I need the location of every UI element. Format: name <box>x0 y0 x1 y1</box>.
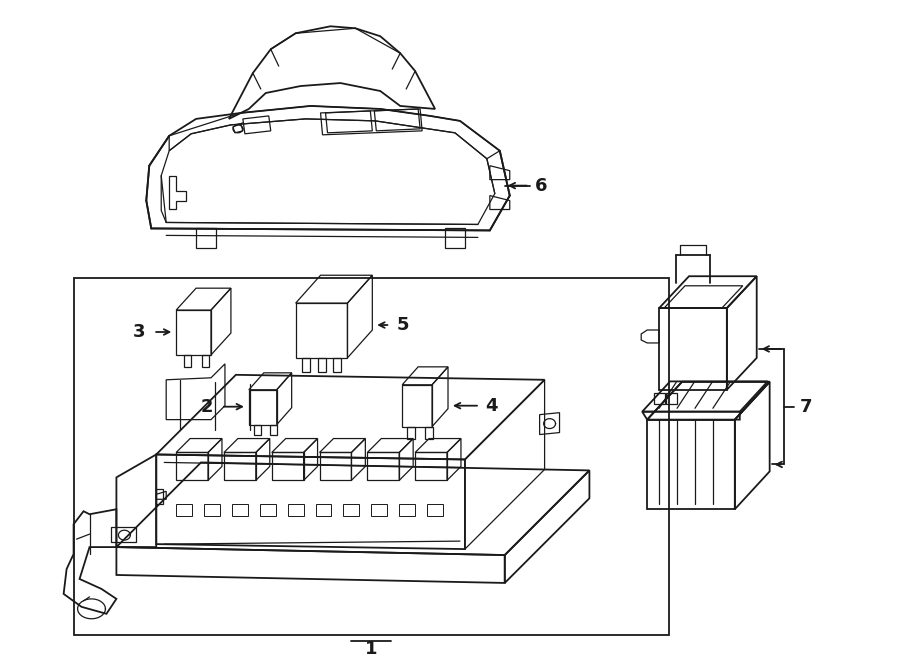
Text: 3: 3 <box>133 323 146 341</box>
Text: 5: 5 <box>397 316 410 334</box>
Text: 1: 1 <box>365 639 378 657</box>
Text: 7: 7 <box>800 398 813 416</box>
Text: 4: 4 <box>486 397 498 414</box>
Text: 2: 2 <box>201 398 213 416</box>
Text: 6: 6 <box>536 177 548 195</box>
